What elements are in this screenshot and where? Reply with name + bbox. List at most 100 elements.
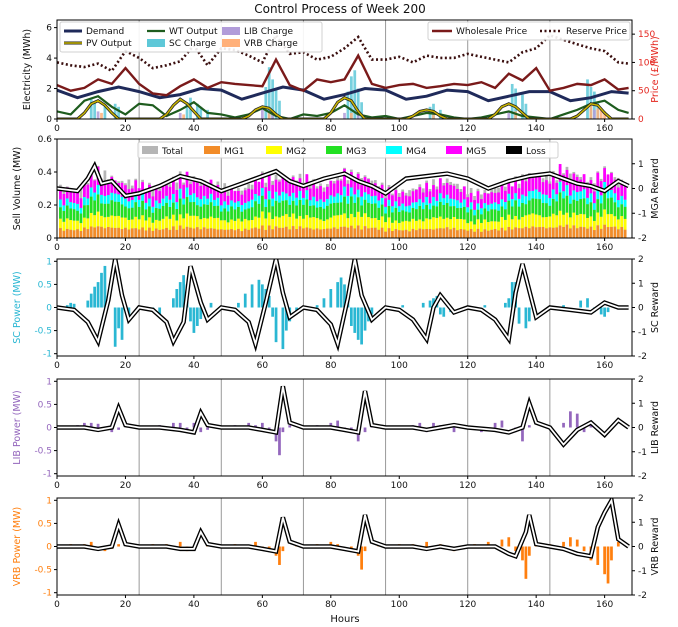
bar-mg5: [182, 184, 186, 199]
bar-sc-charge: [264, 87, 268, 119]
bar-lib-power: [569, 411, 572, 428]
bar-mg1: [267, 225, 271, 238]
bar-mg2: [370, 218, 374, 228]
bar-mg3: [281, 200, 285, 216]
bar-mg4: [466, 207, 470, 213]
bar-mg1: [230, 229, 233, 238]
bar-mg5: [192, 178, 196, 194]
bar-mg3: [408, 212, 411, 222]
bar-mg1: [308, 228, 312, 238]
bar-mg2: [438, 216, 442, 229]
bar-mg2: [442, 218, 446, 229]
bar-mg3: [86, 205, 90, 219]
bar-mg3: [360, 205, 363, 217]
bar-mg2: [165, 216, 168, 228]
bar-mg2: [172, 214, 175, 227]
bar-mg5: [281, 176, 285, 192]
bar-mg1: [497, 230, 500, 238]
bar-mg1: [93, 227, 97, 238]
line-demand: [57, 85, 629, 103]
bar-mg4: [339, 195, 343, 203]
bar-mg2: [575, 215, 579, 229]
bar-mg1: [521, 228, 524, 238]
bar-mg4: [565, 185, 569, 196]
y-tick-label: 0.4: [38, 168, 53, 178]
bar-mg2: [456, 218, 459, 231]
bar-mg5: [425, 182, 429, 197]
bar-mg1: [599, 228, 603, 238]
bar-sc-power: [250, 284, 254, 308]
y2-tick-label: 1: [638, 279, 644, 289]
panel-vrb: 0 20 40 60 80 100 120 140 160-1-0.500.51-2-1012V…: [12, 494, 661, 610]
bar-mg5: [531, 178, 535, 191]
bar-mg4: [158, 203, 162, 209]
bar-mg3: [592, 209, 596, 221]
bar-mg5: [254, 179, 257, 194]
legend-label: MG4: [406, 147, 427, 157]
y-tick-label: 0: [46, 234, 52, 244]
bar-mg4: [610, 189, 613, 198]
bar-sc-charge: [195, 103, 199, 119]
bar-mg2: [387, 217, 391, 229]
bar-lib-power: [110, 427, 114, 433]
bar-mg5: [62, 193, 66, 206]
bar-mg1: [195, 227, 199, 238]
bar-mg3: [562, 198, 565, 215]
bar-mg1: [312, 229, 316, 238]
panels: 0 20 40 60 80 100 120 140 1600246050100150Electr…: [12, 19, 661, 610]
bar-mg3: [62, 210, 66, 222]
bar-mg4: [267, 190, 271, 200]
x-tick-label: 20: [120, 481, 132, 491]
bar-mg1: [589, 226, 593, 238]
bar-mg3: [363, 199, 367, 214]
bar-sc-power: [524, 307, 528, 329]
bar-sc-power: [339, 277, 343, 308]
bar-mg5: [524, 181, 528, 197]
bar-mg5: [346, 183, 350, 196]
bar-mg4: [165, 195, 168, 203]
bar-mg5: [510, 186, 514, 200]
bar-mg2: [209, 216, 213, 229]
bar-mg3: [233, 209, 237, 221]
y2-tick-label: 2: [638, 494, 644, 504]
bar-mg1: [541, 226, 545, 238]
bar-mg1: [394, 229, 398, 238]
bar-mg4: [134, 195, 138, 203]
bar-lib-power: [206, 427, 209, 430]
bar-mg2: [134, 216, 138, 229]
bar-mg3: [274, 200, 278, 217]
bar-sc-charge: [514, 88, 517, 119]
bar-mg1: [72, 230, 76, 238]
bar-mg2: [189, 215, 192, 228]
bar-mg5: [89, 172, 93, 188]
bar-mg2: [391, 222, 394, 232]
legend-mg: Total MG1 MG2 MG3 MG4 MG5 Loss: [137, 141, 559, 159]
bar-mg4: [569, 195, 572, 204]
bar-mg3: [370, 203, 374, 219]
bar-mg4: [586, 197, 589, 205]
bar-mg3: [172, 202, 175, 215]
bar-sc-charge: [510, 83, 514, 119]
bar-mg2: [278, 217, 281, 228]
bar-vrb-power: [562, 541, 565, 547]
bar-mg4: [490, 203, 494, 210]
bar-mg1: [144, 230, 148, 238]
bar-mg3: [616, 207, 620, 220]
bar-vrb-power: [363, 546, 367, 552]
bar-mg5: [370, 183, 374, 197]
plot-area: [57, 139, 630, 238]
bar-mg4: [189, 195, 192, 203]
bar-mg3: [130, 207, 134, 220]
bar-mg1: [452, 227, 456, 238]
bar-mg4: [130, 200, 134, 208]
bar-mg3: [69, 208, 73, 221]
bar-mg2: [257, 217, 261, 229]
bar-vrb-power: [616, 541, 620, 547]
bar-mg3: [449, 206, 452, 220]
bar-mg2: [452, 216, 456, 228]
bar-mg4: [353, 194, 357, 203]
x-tick-label: 80: [325, 600, 337, 610]
bar-mg1: [189, 227, 192, 238]
bar-lib-power: [172, 422, 175, 428]
bar-mg3: [377, 207, 381, 220]
